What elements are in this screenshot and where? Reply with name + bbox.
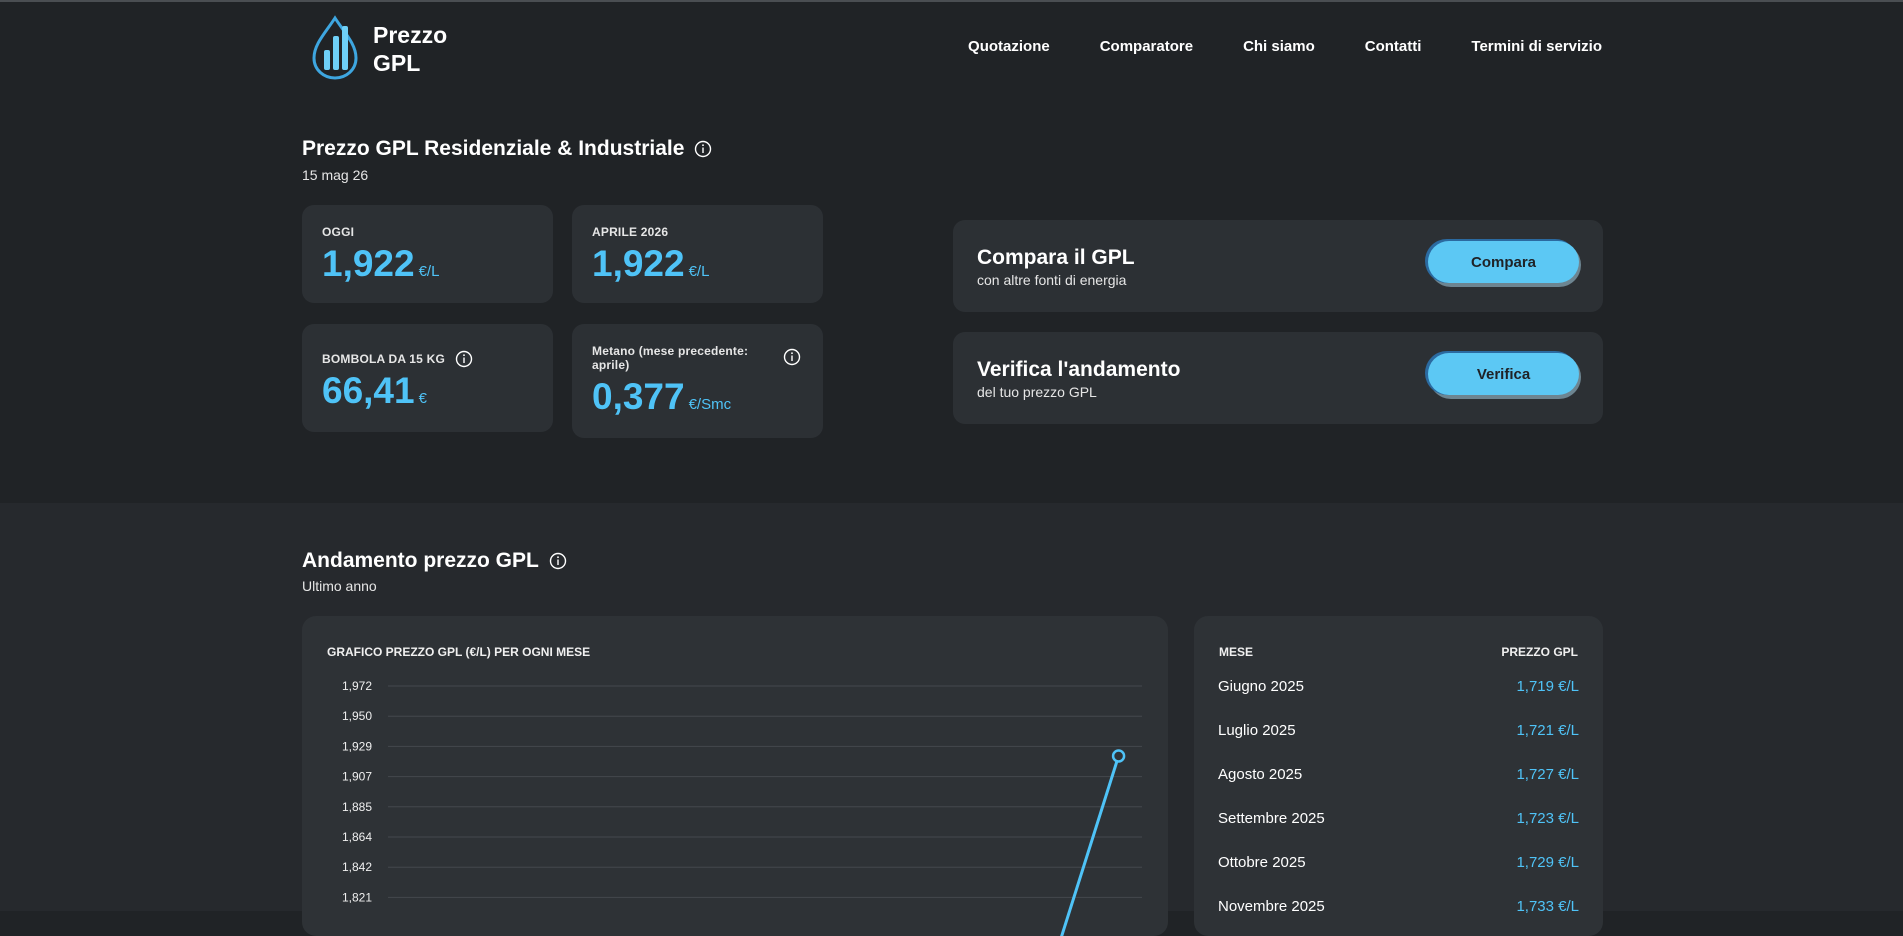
- trend-title-text: Andamento prezzo GPL: [302, 549, 539, 573]
- table-row: Novembre 2025 1,733 €/L: [1218, 898, 1579, 918]
- card-today-value: 1,922€/L: [322, 243, 439, 285]
- table-cell-price: 1,727 €/L: [1516, 766, 1579, 783]
- card-month: APRILE 2026 1,922€/L: [572, 205, 823, 303]
- prices-title-text: Prezzo GPL Residenziale & Industriale: [302, 137, 684, 161]
- chart-panel: GRAFICO PREZZO GPL (€/L) PER OGNI MESE 1…: [302, 616, 1168, 936]
- y-tick-label: 1,972: [342, 679, 372, 693]
- card-cylinder-value: 66,41€: [322, 370, 427, 412]
- series-line: [1056, 756, 1119, 936]
- chart-series: [1056, 751, 1124, 936]
- y-tick-label: 1,864: [342, 830, 372, 844]
- card-cylinder-number: 66,41: [322, 370, 415, 411]
- card-methane-value: 0,377€/Smc: [592, 376, 731, 418]
- table-cell-month: Giugno 2025: [1218, 678, 1304, 695]
- card-methane-number: 0,377: [592, 376, 685, 417]
- card-cylinder-header: BOMBOLA DA 15 KG: [322, 350, 473, 368]
- table-cell-price: 1,723 €/L: [1516, 810, 1579, 827]
- table-cell-price: 1,719 €/L: [1516, 678, 1579, 695]
- compare-button-wrap: Compara: [1425, 239, 1583, 287]
- card-today-unit: €/L: [419, 263, 440, 280]
- card-methane-label: Metano (mese precedente: aprile): [592, 344, 762, 372]
- table-row: Agosto 2025 1,727 €/L: [1218, 766, 1579, 786]
- verify-title: Verifica l'andamento: [977, 358, 1180, 382]
- table-cell-month: Ottobre 2025: [1218, 854, 1306, 871]
- trend-section: Andamento prezzo GPL Ultimo anno GRAFICO…: [0, 503, 1903, 911]
- y-tick-label: 1,885: [342, 800, 372, 814]
- card-cylinder-unit: €: [419, 390, 427, 407]
- table-cell-price: 1,729 €/L: [1516, 854, 1579, 871]
- table-cell-month: Settembre 2025: [1218, 810, 1325, 827]
- prices-title: Prezzo GPL Residenziale & Industriale: [302, 137, 712, 161]
- table-cell-price: 1,721 €/L: [1516, 722, 1579, 739]
- table-row: Ottobre 2025 1,729 €/L: [1218, 854, 1579, 874]
- card-methane-label-line2: aprile): [592, 358, 762, 372]
- card-today: OGGI 1,922€/L: [302, 205, 553, 303]
- verify-subtitle: del tuo prezzo GPL: [977, 384, 1097, 400]
- card-methane-label-line1: Metano (mese precedente:: [592, 344, 762, 358]
- table-row: Luglio 2025 1,721 €/L: [1218, 722, 1579, 742]
- card-month-unit: €/L: [689, 263, 710, 280]
- info-icon[interactable]: [455, 350, 473, 368]
- compare-button[interactable]: Compara: [1428, 241, 1579, 283]
- table-cell-price: 1,733 €/L: [1516, 898, 1579, 915]
- trend-subtitle: Ultimo anno: [302, 578, 377, 594]
- verify-cta: Verifica l'andamento del tuo prezzo GPL …: [953, 332, 1603, 424]
- info-icon[interactable]: [783, 348, 801, 366]
- card-cylinder-label: BOMBOLA DA 15 KG: [322, 352, 445, 366]
- y-tick-label: 1,929: [342, 739, 372, 753]
- y-tick-label: 1,821: [342, 890, 372, 904]
- card-month-value: 1,922€/L: [592, 243, 709, 285]
- card-today-label: OGGI: [322, 225, 354, 239]
- price-table: MESE PREZZO GPL Giugno 2025 1,719 €/L Lugl…: [1194, 616, 1603, 936]
- y-tick-label: 1,950: [342, 709, 372, 723]
- info-icon[interactable]: [549, 552, 567, 570]
- compare-title: Compara il GPL: [977, 246, 1135, 270]
- card-month-number: 1,922: [592, 243, 685, 284]
- table-header-month: MESE: [1219, 645, 1253, 659]
- y-axis-ticks: 1,972 1,950 1,929 1,907 1,885 1,864 1,842 1,821: [342, 679, 372, 904]
- card-methane: Metano (mese precedente: aprile) 0,377€/…: [572, 324, 823, 438]
- table-cell-month: Luglio 2025: [1218, 722, 1296, 739]
- card-today-number: 1,922: [322, 243, 415, 284]
- chart-grid: [388, 686, 1142, 897]
- table-row: Settembre 2025 1,723 €/L: [1218, 810, 1579, 830]
- prices-date: 15 mag 26: [302, 167, 368, 183]
- card-cylinder: BOMBOLA DA 15 KG 66,41€: [302, 324, 553, 432]
- compare-cta: Compara il GPL con altre fonti di energi…: [953, 220, 1603, 312]
- verify-button[interactable]: Verifica: [1428, 353, 1579, 395]
- verify-button-wrap: Verifica: [1425, 351, 1583, 399]
- card-month-label: APRILE 2026: [592, 225, 668, 239]
- price-line-chart: 1,972 1,950 1,929 1,907 1,885 1,864 1,842 1,821: [302, 616, 1168, 936]
- data-point[interactable]: [1113, 751, 1124, 762]
- table-cell-month: Novembre 2025: [1218, 898, 1325, 915]
- card-methane-unit: €/Smc: [689, 396, 732, 413]
- table-row: Giugno 2025 1,719 €/L: [1218, 678, 1579, 698]
- compare-subtitle: con altre fonti di energia: [977, 272, 1126, 288]
- y-tick-label: 1,842: [342, 860, 372, 874]
- trend-title: Andamento prezzo GPL: [302, 549, 567, 573]
- table-header-price: PREZZO GPL: [1501, 645, 1578, 659]
- y-tick-label: 1,907: [342, 770, 372, 784]
- table-cell-month: Agosto 2025: [1218, 766, 1302, 783]
- info-icon[interactable]: [694, 140, 712, 158]
